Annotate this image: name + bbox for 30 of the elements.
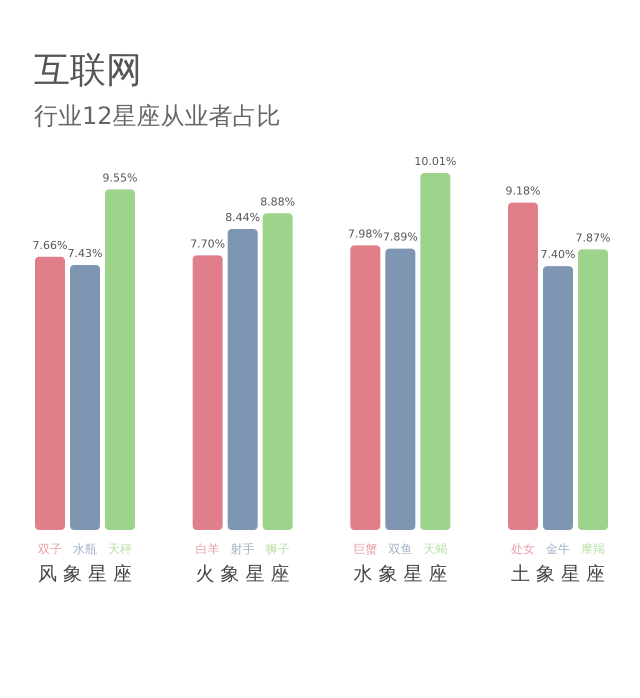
data-label: 7.89% (382, 230, 418, 244)
x-tick-label: 双鱼 (388, 542, 412, 556)
x-tick-label: 巨蟹 (353, 542, 378, 556)
x-tick-label: 金牛 (546, 542, 570, 556)
chart-subtitle: 行业12星座从业者占比 (34, 102, 281, 130)
x-tick-label: 双子 (38, 542, 62, 556)
text: 火 象 星 座 (196, 563, 290, 585)
x-tick-label: 狮子 (266, 542, 290, 556)
data-label: 10.01% (414, 155, 456, 168)
data-label: 9.55% (102, 171, 138, 184)
data-label: 7.43% (68, 247, 102, 260)
data-label: 8.88% (260, 195, 296, 208)
x-tick-label: 白羊 (196, 542, 220, 556)
text: 土 象 星 座 (510, 563, 606, 585)
text: 水 象 星 座 (353, 563, 448, 585)
x-tick-label: 摩羯 (581, 542, 605, 556)
text: 风 象 星 座 (38, 563, 132, 585)
data-label: 7.40% (540, 248, 576, 262)
data-label: 7.87% (576, 231, 610, 244)
data-label: 8.44% (225, 210, 260, 224)
x-tick-label: 处女 (511, 542, 535, 556)
x-tick-label: 天秤 (108, 542, 132, 556)
data-label: 9.18% (506, 184, 540, 198)
chart-title: 互联网 (34, 50, 142, 91)
data-label: 7.70% (190, 237, 226, 250)
data-label: 7.98% (348, 227, 383, 240)
data-label: 7.66% (32, 238, 68, 252)
x-tick-label: 水瓶 (73, 542, 97, 556)
x-tick-label: 天蝎 (423, 542, 448, 556)
x-tick-label: 射手 (230, 542, 255, 556)
